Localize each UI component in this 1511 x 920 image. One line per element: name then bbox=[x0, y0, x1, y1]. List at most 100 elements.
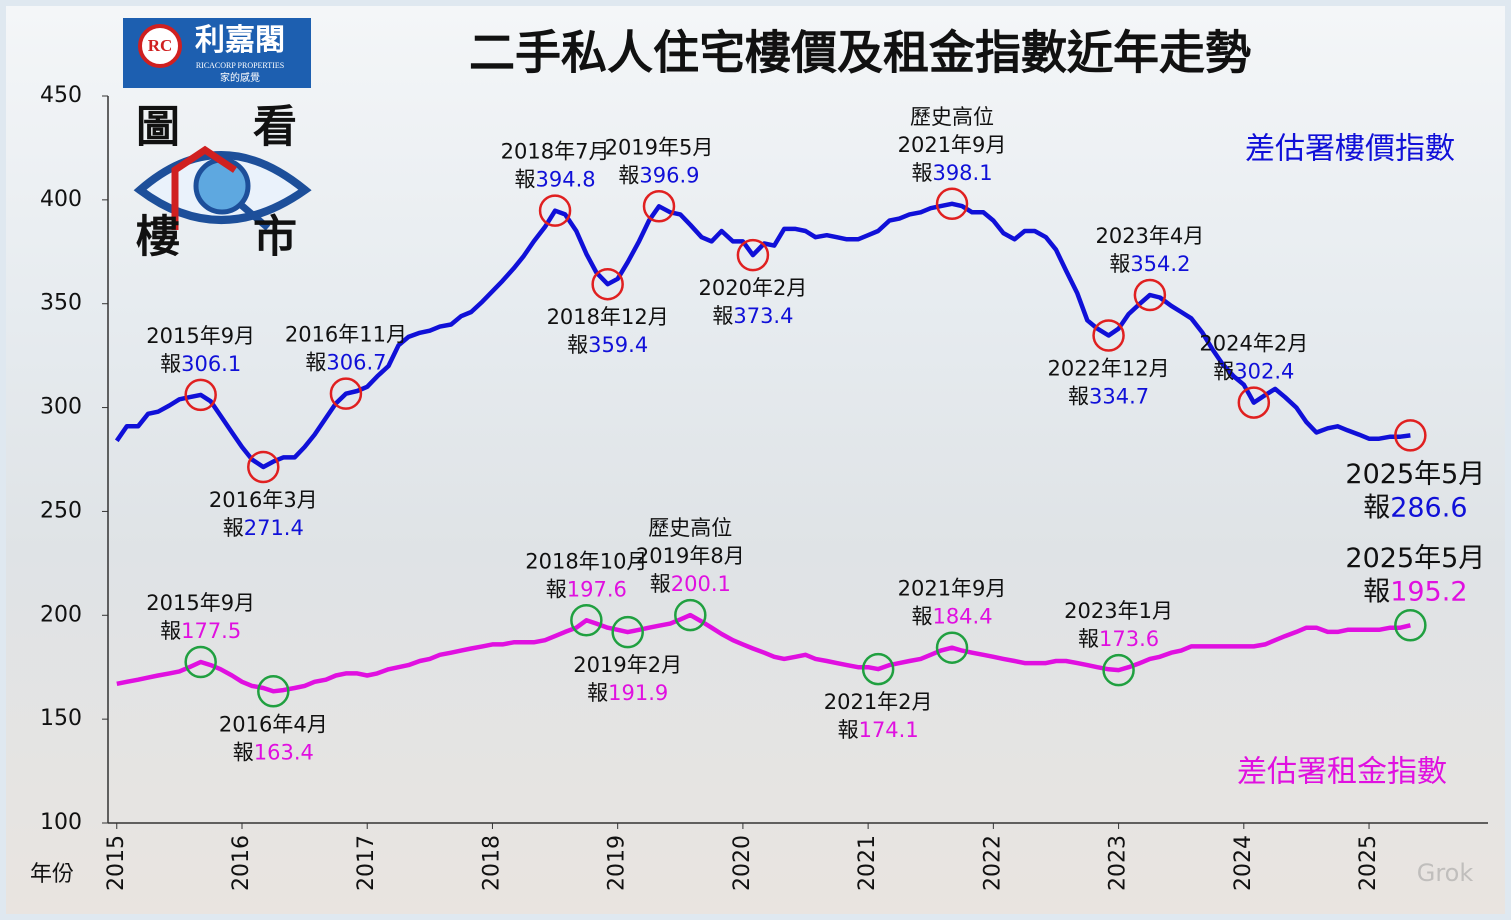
annotation-prefix: 報 bbox=[514, 168, 535, 192]
value-label: 163.4 bbox=[254, 740, 314, 764]
annotation-value: 報177.5 bbox=[160, 619, 241, 643]
watermark: Grok bbox=[1417, 859, 1474, 887]
annotation-prefix: 報 bbox=[650, 572, 671, 596]
annotation-prefix: 報 bbox=[223, 516, 244, 540]
y-tick-label: 150 bbox=[40, 706, 82, 731]
annotation-marker bbox=[591, 267, 624, 301]
value-label: 398.1 bbox=[932, 161, 992, 185]
annotation-prefix: 報 bbox=[838, 718, 859, 742]
value-label: 306.1 bbox=[181, 352, 241, 376]
annotation-date: 2016年11月 bbox=[285, 323, 407, 347]
logo-character: 看 bbox=[253, 102, 297, 153]
annotation-date: 2015年9月 bbox=[146, 324, 255, 348]
value-label: 373.4 bbox=[733, 304, 793, 328]
annotation-prefix: 報 bbox=[712, 304, 733, 328]
annotation-prefix: 報 bbox=[911, 161, 932, 185]
magnifier-handle bbox=[237, 201, 271, 231]
annotation-note: 歷史高位 bbox=[910, 105, 994, 129]
annotation-value: 報163.4 bbox=[233, 740, 314, 764]
x-tick-label: 2025 bbox=[1356, 835, 1381, 891]
x-tick-label: 2015 bbox=[104, 835, 129, 891]
annotation-marker bbox=[184, 378, 217, 412]
logo-english: RICACORP PROPERTIES bbox=[196, 61, 284, 70]
annotation-marker bbox=[935, 631, 969, 664]
annotation-value: 報354.2 bbox=[1109, 252, 1190, 276]
annotation-date: 2021年9月 bbox=[898, 133, 1007, 157]
x-tick-label: 2019 bbox=[605, 835, 630, 891]
annotation-value: 報394.8 bbox=[514, 168, 595, 192]
annotation-marker bbox=[1237, 386, 1271, 419]
annotation-prefix: 報 bbox=[587, 681, 608, 705]
logo-character: 圖 bbox=[136, 102, 180, 153]
logo-character: 樓 bbox=[136, 212, 180, 263]
value-label: 286.6 bbox=[1390, 492, 1467, 523]
annotation-prefix: 報 bbox=[1068, 384, 1089, 408]
legend-label: 差估署租金指數 bbox=[1237, 755, 1447, 790]
value-label: 173.6 bbox=[1099, 627, 1159, 651]
annotation-date: 2019年2月 bbox=[573, 653, 682, 677]
annotation-marker bbox=[642, 190, 676, 223]
y-tick-label: 450 bbox=[40, 83, 82, 108]
annotation-marker bbox=[1092, 319, 1125, 352]
annotation-prefix: 報 bbox=[546, 577, 567, 601]
annotation-marker bbox=[329, 377, 363, 410]
annotation-value: 報334.7 bbox=[1068, 384, 1149, 408]
annotation-marker bbox=[247, 450, 280, 484]
annotation-date: 2025年5月 bbox=[1345, 459, 1485, 490]
x-tick-label: 2023 bbox=[1106, 835, 1131, 891]
annotation-date: 2015年9月 bbox=[146, 591, 255, 615]
x-tick-label: 2017 bbox=[354, 835, 379, 891]
x-tick-label: 2024 bbox=[1231, 835, 1256, 891]
y-tick-label: 300 bbox=[40, 395, 82, 420]
annotation-value: 報197.6 bbox=[546, 577, 627, 601]
annotation-prefix: 報 bbox=[160, 619, 181, 643]
annotation-prefix: 報 bbox=[1109, 252, 1130, 276]
annotation-marker bbox=[674, 598, 707, 632]
annotation-date: 2018年10月 bbox=[525, 549, 647, 573]
annotation-date: 2019年8月 bbox=[636, 544, 745, 568]
annotation-value: 報195.2 bbox=[1363, 576, 1467, 607]
value-label: 359.4 bbox=[588, 333, 648, 357]
annotation-value: 報398.1 bbox=[911, 161, 992, 185]
x-tick-label: 2022 bbox=[980, 835, 1005, 891]
x-tick-label: 2020 bbox=[730, 835, 755, 891]
annotation-value: 報271.4 bbox=[223, 516, 304, 540]
annotation-marker bbox=[1394, 419, 1427, 452]
annotation-date: 2023年4月 bbox=[1095, 224, 1204, 248]
value-label: 334.7 bbox=[1089, 384, 1149, 408]
series-line bbox=[116, 612, 1411, 694]
annotation-marker bbox=[1133, 278, 1167, 312]
value-label: 184.4 bbox=[932, 605, 992, 629]
annotation-date: 2016年3月 bbox=[209, 488, 318, 512]
logo-slogan: 家的感覺 bbox=[220, 71, 260, 84]
value-label: 306.7 bbox=[326, 351, 386, 375]
annotation-prefix: 報 bbox=[305, 351, 326, 375]
value-label: 191.9 bbox=[608, 681, 668, 705]
annotation-value: 報302.4 bbox=[1213, 360, 1294, 384]
value-label: 200.1 bbox=[671, 572, 731, 596]
y-tick-label: 100 bbox=[40, 810, 82, 835]
x-axis-label: 年份 bbox=[30, 862, 74, 887]
annotation-date: 2024年2月 bbox=[1199, 332, 1308, 356]
annotation-date: 2023年1月 bbox=[1064, 599, 1173, 623]
annotation-marker bbox=[1102, 653, 1135, 687]
house-icon bbox=[171, 145, 237, 230]
annotation-value: 報173.6 bbox=[1078, 627, 1159, 651]
annotation-prefix: 報 bbox=[1363, 576, 1390, 607]
value-label: 271.4 bbox=[244, 516, 304, 540]
annotation-date: 2016年4月 bbox=[219, 712, 328, 736]
value-label: 197.6 bbox=[567, 577, 627, 601]
value-label: 174.1 bbox=[859, 718, 919, 742]
annotation-date: 2021年2月 bbox=[824, 690, 933, 714]
x-tick-label: 2018 bbox=[479, 835, 504, 891]
chart-title: 二手私人住宅樓價及租金指數近年走勢 bbox=[469, 26, 1251, 80]
annotation-value: 報359.4 bbox=[567, 333, 648, 357]
logo-monogram: RC bbox=[148, 36, 173, 55]
value-label: 302.4 bbox=[1234, 360, 1294, 384]
annotation-prefix: 報 bbox=[1213, 360, 1234, 384]
annotation-marker bbox=[184, 645, 217, 679]
annotation-date: 2021年9月 bbox=[898, 577, 1007, 601]
annotation-marker bbox=[1394, 609, 1427, 642]
